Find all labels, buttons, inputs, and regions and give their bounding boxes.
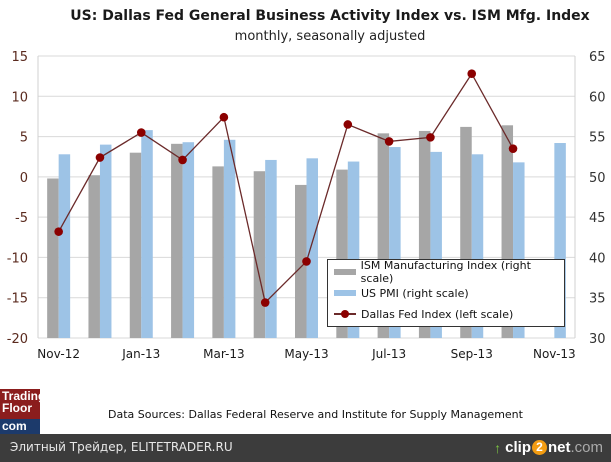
bar-pmi <box>389 147 401 338</box>
x-axis-tick-label: Nov-13 <box>533 347 576 361</box>
bar-pmi <box>99 144 112 338</box>
bar-ism <box>336 169 348 338</box>
right-axis-tick-label: 65 <box>589 50 606 65</box>
dallas-fed-point <box>426 133 435 142</box>
bar-ism <box>88 175 100 338</box>
bar-pmi <box>347 161 360 338</box>
left-axis-tick-label: 5 <box>20 131 28 146</box>
left-axis-tick-label: -15 <box>7 292 28 307</box>
x-axis-tick-label: Sep-13 <box>451 347 493 361</box>
legend-label-ism: ISM Manufacturing Index (right scale) <box>360 259 531 285</box>
legend-label-pmi: US PMI (right scale) <box>361 286 469 300</box>
bar-ism <box>212 166 224 338</box>
legend-item-dallas: Dallas Fed Index (left scale) <box>334 305 513 323</box>
dallas-fed-point <box>95 153 105 162</box>
bar-ism <box>295 184 307 338</box>
left-axis-tick-label: -20 <box>7 332 28 347</box>
logo-line-1: Trading <box>2 389 46 403</box>
footer-bar: Элитный Трейдер, ELITETRADER.RU ↑ clip 2… <box>0 434 611 462</box>
x-axis-tick-label: Jan-13 <box>121 347 160 361</box>
x-axis-tick-label: Jul-13 <box>371 347 406 361</box>
bar-ism <box>171 143 183 338</box>
bar-pmi <box>554 143 566 338</box>
clip2net-brand: ↑ clip 2 net .com <box>494 439 603 456</box>
brand-net: net <box>547 439 571 456</box>
bar-pmi <box>513 162 525 338</box>
bar-ism <box>460 126 472 338</box>
bar-pmi <box>182 142 195 338</box>
bar-pmi <box>223 139 236 338</box>
left-axis-tick-label: -10 <box>7 251 28 266</box>
dallas-fed-point <box>260 298 270 307</box>
bar-pmi <box>306 158 318 338</box>
right-axis-tick-label: 45 <box>589 211 606 226</box>
upload-arrow-icon: ↑ <box>494 439 502 456</box>
right-axis-tick-label: 60 <box>589 90 606 105</box>
bar-pmi <box>471 154 484 338</box>
dallas-fed-point <box>343 120 353 129</box>
footer-text: Элитный Трейдер, ELITETRADER.RU <box>10 440 233 454</box>
dallas-fed-point <box>178 155 187 165</box>
bar-pmi <box>265 159 277 338</box>
right-axis-tick-label: 30 <box>589 332 606 347</box>
dallas-fed-point <box>467 69 477 79</box>
bar-ism <box>129 152 142 338</box>
legend-swatch-ism <box>334 269 356 275</box>
legend: ISM Manufacturing Index (right scale) US… <box>327 259 565 327</box>
logo-line-2: Floor <box>2 401 32 415</box>
left-axis-tick-label: 15 <box>11 50 28 65</box>
chart-title: US: Dallas Fed General Business Activity… <box>70 8 590 24</box>
brand-two: 2 <box>531 440 547 455</box>
dallas-fed-point <box>384 137 394 146</box>
chart-subtitle: monthly, seasonally adjusted <box>234 29 426 44</box>
dallas-fed-point <box>508 144 518 153</box>
dallas-fed-point <box>136 128 146 137</box>
bar-ism <box>253 171 266 338</box>
data-source-note: Data Sources: Dallas Federal Reserve and… <box>108 408 523 421</box>
x-axis-tick-label: May-13 <box>284 347 328 361</box>
bar-ism <box>377 133 390 338</box>
left-axis-tick-label: -5 <box>15 211 28 226</box>
dallas-fed-point <box>219 112 229 122</box>
bar-ism <box>501 125 514 338</box>
bar-pmi <box>430 151 442 338</box>
legend-swatch-pmi <box>334 290 356 296</box>
left-axis-tick-label: 0 <box>20 171 28 186</box>
dallas-fed-line <box>58 72 514 304</box>
x-axis-tick-label: Nov-12 <box>37 347 80 361</box>
brand-clip: clip <box>505 439 531 456</box>
right-axis-tick-label: 55 <box>589 131 606 146</box>
bar-pmi <box>141 130 153 338</box>
legend-label-dallas: Dallas Fed Index (left scale) <box>361 307 514 321</box>
tradingfloor-logo: Trading Floor com <box>0 389 46 434</box>
brand-com: .com <box>570 439 603 456</box>
bar-pmi <box>58 154 71 338</box>
legend-item-ism: ISM Manufacturing Index (right scale) <box>334 259 564 285</box>
bar-ism <box>47 178 59 338</box>
dallas-fed-point <box>302 257 311 266</box>
x-axis-tick-label: Mar-13 <box>203 347 244 361</box>
legend-item-pmi: US PMI (right scale) <box>334 284 469 302</box>
right-axis-tick-label: 40 <box>589 251 606 266</box>
bar-ism <box>418 130 431 338</box>
dallas-fed-point <box>54 227 63 236</box>
right-axis-tick-label: 50 <box>589 171 606 186</box>
logo-line-3: com <box>0 419 40 434</box>
left-axis-tick-label: 10 <box>11 90 28 105</box>
legend-swatch-dallas <box>334 309 356 319</box>
right-axis-tick-label: 35 <box>589 292 606 307</box>
